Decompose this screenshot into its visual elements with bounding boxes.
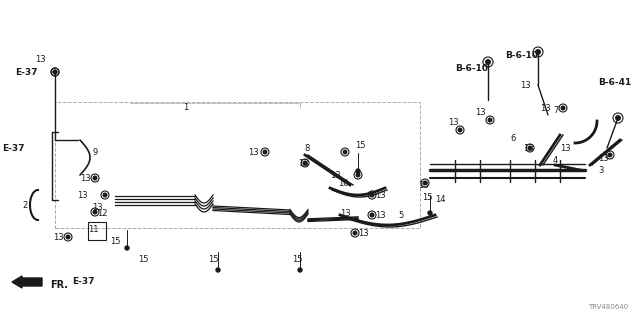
Circle shape: [216, 268, 220, 272]
Text: 15: 15: [355, 140, 365, 149]
Circle shape: [343, 150, 347, 154]
Circle shape: [561, 106, 564, 110]
Circle shape: [356, 169, 360, 173]
Circle shape: [66, 235, 70, 239]
Text: 15: 15: [110, 237, 120, 246]
Circle shape: [298, 268, 302, 272]
Text: 13: 13: [523, 143, 534, 153]
Text: B-6-10: B-6-10: [455, 63, 488, 73]
Text: 13: 13: [375, 191, 386, 201]
Text: 13: 13: [540, 103, 550, 113]
Text: E-37: E-37: [2, 143, 24, 153]
Text: 13: 13: [358, 228, 369, 237]
Circle shape: [303, 161, 307, 165]
Bar: [55, 102, 420, 228]
Text: 13: 13: [248, 148, 259, 156]
Text: 2: 2: [22, 201, 28, 210]
Text: 12: 12: [97, 209, 108, 218]
Text: TRV480640: TRV480640: [588, 304, 628, 310]
Text: 15: 15: [292, 255, 303, 265]
Text: 15: 15: [138, 255, 148, 265]
Circle shape: [428, 211, 432, 215]
Text: 13: 13: [340, 209, 351, 218]
Text: 13: 13: [92, 204, 102, 212]
Text: 13: 13: [375, 211, 386, 220]
Circle shape: [53, 70, 57, 74]
Text: 13: 13: [560, 143, 571, 153]
Text: 15: 15: [208, 255, 218, 265]
Text: 13: 13: [418, 180, 429, 189]
Circle shape: [423, 181, 427, 185]
Circle shape: [125, 246, 129, 250]
Circle shape: [103, 193, 107, 197]
Text: 13: 13: [53, 233, 63, 242]
Circle shape: [488, 118, 492, 122]
Text: 13: 13: [77, 190, 88, 199]
Text: 9: 9: [92, 148, 97, 156]
Text: E-37: E-37: [72, 277, 95, 286]
Text: 13: 13: [520, 81, 531, 90]
Text: 4: 4: [553, 156, 558, 164]
Circle shape: [263, 150, 267, 154]
Text: 15: 15: [422, 194, 433, 203]
Text: 13: 13: [475, 108, 486, 116]
Circle shape: [370, 193, 374, 197]
Circle shape: [486, 60, 490, 64]
Circle shape: [370, 213, 374, 217]
Text: 13: 13: [598, 154, 609, 163]
Text: B-6-41: B-6-41: [598, 77, 631, 86]
Text: 3: 3: [598, 165, 604, 174]
Circle shape: [616, 116, 620, 120]
Text: 5: 5: [398, 211, 403, 220]
Text: 13: 13: [298, 158, 308, 167]
Text: 13: 13: [80, 173, 91, 182]
Text: 13: 13: [330, 171, 340, 180]
Circle shape: [93, 210, 97, 214]
Circle shape: [458, 128, 462, 132]
Text: 11: 11: [88, 226, 99, 235]
Circle shape: [608, 153, 612, 157]
Text: FR.: FR.: [50, 280, 68, 290]
Circle shape: [356, 173, 360, 177]
Circle shape: [53, 70, 57, 74]
Text: B-6-10: B-6-10: [505, 51, 538, 60]
Text: 14: 14: [435, 196, 445, 204]
Text: 1: 1: [183, 102, 188, 111]
FancyArrow shape: [12, 276, 42, 288]
Circle shape: [528, 146, 532, 150]
Text: 7: 7: [553, 106, 558, 115]
Text: 8: 8: [304, 143, 309, 153]
Circle shape: [353, 231, 357, 235]
Text: 13: 13: [448, 117, 459, 126]
Bar: [88, 222, 106, 240]
Circle shape: [93, 176, 97, 180]
Circle shape: [536, 50, 540, 54]
Text: 10: 10: [338, 179, 349, 188]
Text: 13: 13: [35, 54, 45, 63]
Text: 6: 6: [510, 133, 515, 142]
Text: E-37: E-37: [15, 68, 38, 76]
